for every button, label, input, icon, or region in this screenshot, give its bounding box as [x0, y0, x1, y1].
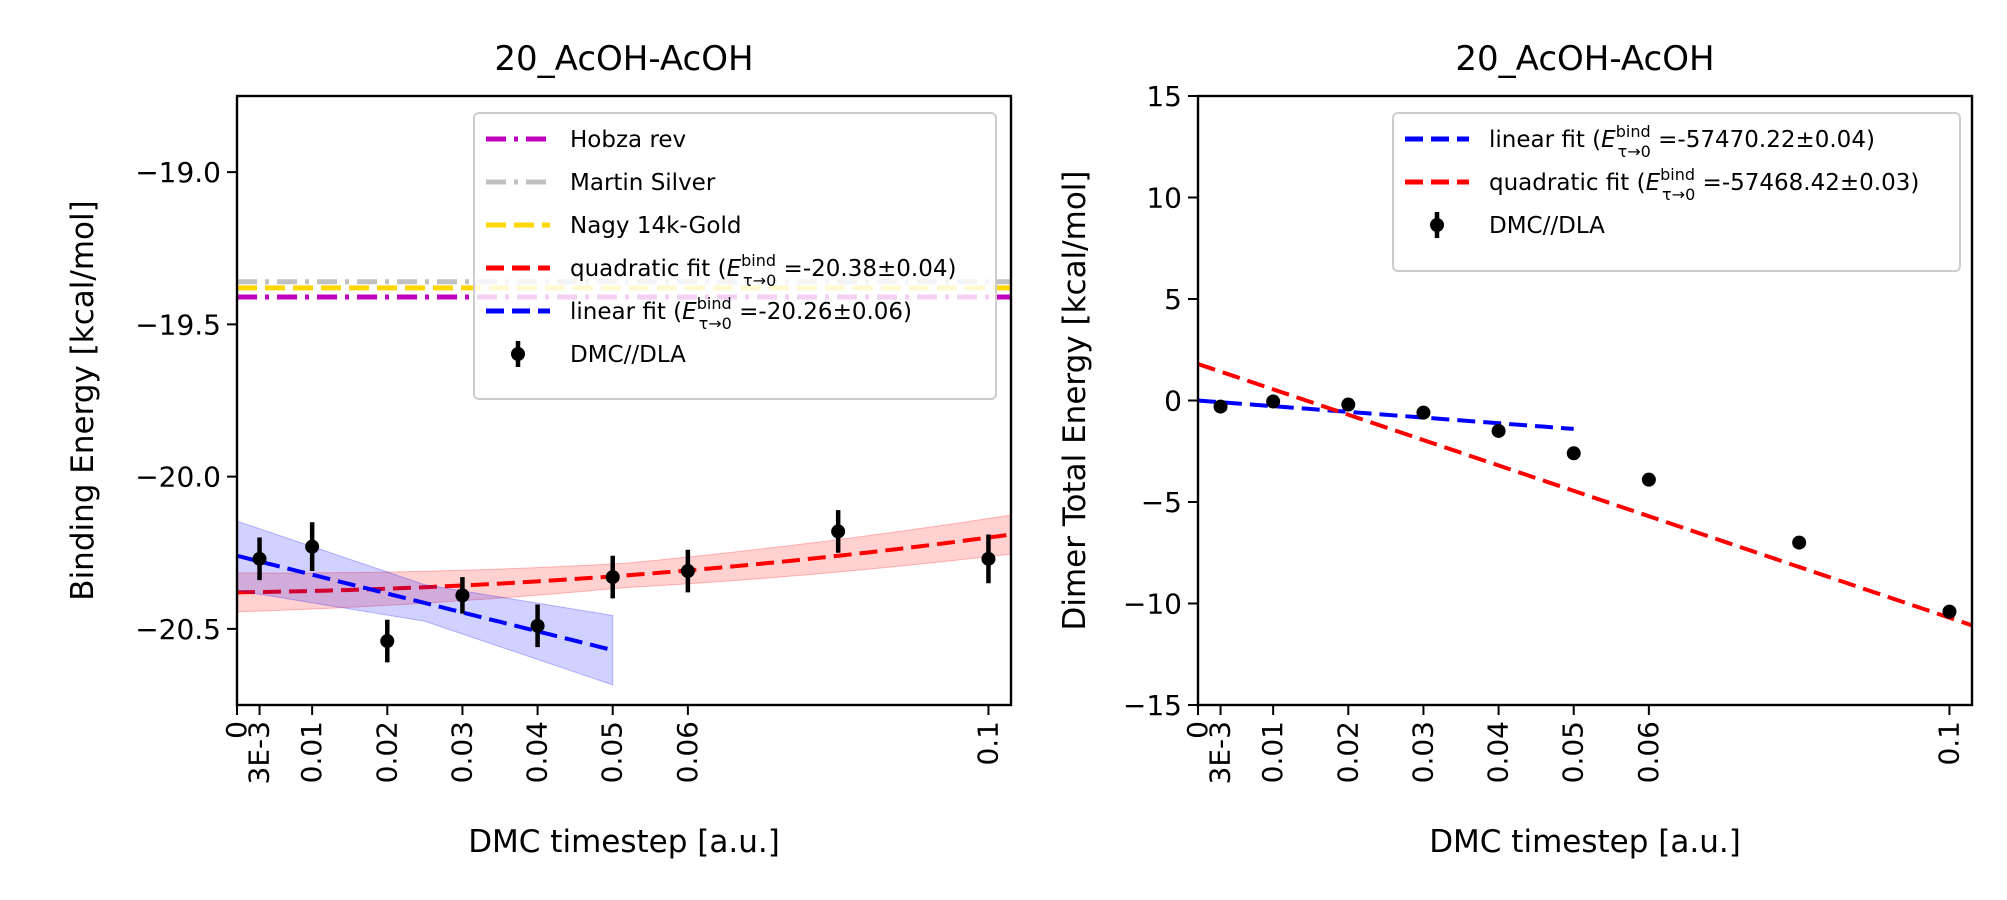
x-tick-label: 0.01 [295, 721, 328, 783]
x-tick-label: 0 [220, 721, 253, 739]
data-point [1213, 399, 1228, 414]
legend-item: Nagy 14k-Gold [486, 213, 741, 239]
data-point [530, 618, 545, 633]
legend-item: Martin Silver [486, 170, 716, 196]
legend-item: quadratic fit (Ebind τ→0 =-20.38±0.04) [486, 251, 956, 290]
data-point [1491, 423, 1506, 438]
legend-marker [1430, 218, 1444, 232]
legend-label: Hobza rev [570, 127, 686, 153]
x-tick-label: 3E-3 [243, 721, 276, 784]
data-point [680, 564, 695, 579]
x-tick-label: 0.06 [671, 721, 704, 783]
axes-frame [235, 94, 1013, 707]
x-axis-label: DMC timestep [a.u.] [1429, 824, 1741, 860]
legend-label: linear fit (Ebind τ→0 =-20.26±0.06) [570, 294, 912, 333]
y-tick-label: −19.0 [135, 156, 221, 189]
y-tick-label: −15 [1123, 689, 1182, 722]
data-point [1416, 405, 1431, 420]
data-point [380, 634, 395, 649]
y-tick-label: 10 [1146, 182, 1182, 215]
x-tick-label: 0.05 [596, 721, 629, 783]
legend-item: DMC//DLA [511, 341, 686, 368]
legend-label: DMC//DLA [570, 342, 686, 368]
data-point [252, 551, 267, 566]
legend-label: Martin Silver [570, 170, 716, 196]
legend-label: Nagy 14k-Gold [570, 213, 741, 239]
quadratic-fit-line [1198, 362, 1972, 628]
data-point [305, 539, 320, 554]
x-tick-label: 0 [1181, 721, 1214, 739]
x-tick-label: 0.02 [1331, 721, 1364, 783]
plot-area [1198, 362, 1972, 628]
chart-title: 20_AcOH-AcOH [1455, 39, 1714, 79]
y-tick-label: 15 [1146, 80, 1182, 113]
legend-item: linear fit (Ebind τ→0 =-20.26±0.06) [486, 294, 912, 333]
x-tick-label: 0.04 [1482, 721, 1515, 783]
legend-box [1392, 112, 1961, 272]
y-tick-label: −20.0 [135, 461, 221, 494]
x-tick-label: 0.06 [1632, 721, 1665, 783]
legend-item: quadratic fit (Ebind τ→0 =-57468.42±0.03) [1405, 165, 1919, 204]
legend-item: DMC//DLA [1430, 212, 1605, 239]
x-axis-label: DMC timestep [a.u.] [468, 824, 780, 860]
data-point [605, 570, 620, 585]
y-tick-label: −19.5 [135, 308, 221, 341]
legend: linear fit (Ebind τ→0 =-57470.22±0.04) qua… [1392, 112, 1961, 272]
data-point [831, 524, 846, 539]
legend-label: quadratic fit (Ebind τ→0 =-57468.42±0.03) [1489, 165, 1919, 204]
data-point [455, 588, 470, 603]
y-axis-label: Dimer Total Energy [kcal/mol] [1057, 170, 1093, 630]
plot-area [237, 279, 1011, 686]
y-tick-label: −5 [1141, 486, 1182, 519]
chart-title: 20_AcOH-AcOH [494, 39, 753, 79]
x-tick-label: 0.05 [1557, 721, 1590, 783]
y-tick-label: 5 [1164, 283, 1182, 316]
left-chart-panel: 20_AcOH-AcOH 03E-3 0.01 0.02 0.03 0.04 0.05 0.0… [65, 39, 1013, 860]
data-point [981, 551, 996, 566]
x-tick-label: 0.04 [521, 721, 554, 783]
y-tick-label: 0 [1164, 385, 1182, 418]
x-tick-label: 3E-3 [1204, 721, 1237, 784]
legend-item: linear fit (Ebind τ→0 =-57470.22±0.04) [1405, 122, 1875, 161]
legend-box [473, 112, 997, 400]
legend-label: quadratic fit (Ebind τ→0 =-20.38±0.04) [570, 251, 956, 290]
linear-fit-line [1198, 398, 1574, 431]
data-point [1341, 397, 1356, 412]
y-tick-label: −10 [1123, 588, 1182, 621]
data-point [1641, 472, 1656, 487]
x-tick-label: 0.1 [1932, 721, 1965, 766]
x-tick-label: 0.01 [1256, 721, 1289, 783]
legend-item: Hobza rev [486, 127, 686, 153]
data-point [1266, 394, 1281, 409]
data-point [1566, 446, 1581, 461]
x-tick-label: 0.02 [370, 721, 403, 783]
x-tick-label: 0.1 [971, 721, 1004, 766]
data-point [1942, 604, 1957, 619]
legend-marker [511, 347, 525, 361]
legend-label: linear fit (Ebind τ→0 =-57470.22±0.04) [1489, 122, 1875, 161]
y-tick-label: −20.5 [135, 613, 221, 646]
x-tick-label: 0.03 [445, 721, 478, 783]
legend: Hobza rev Martin Silver Nagy 14k-Gold quadr… [473, 112, 997, 400]
x-tick-label: 0.03 [1406, 721, 1439, 783]
legend-label: DMC//DLA [1489, 213, 1605, 239]
y-axis-label: Binding Energy [kcal/mol] [65, 200, 101, 600]
data-point [1792, 535, 1807, 550]
linear-fit-line [237, 553, 614, 653]
